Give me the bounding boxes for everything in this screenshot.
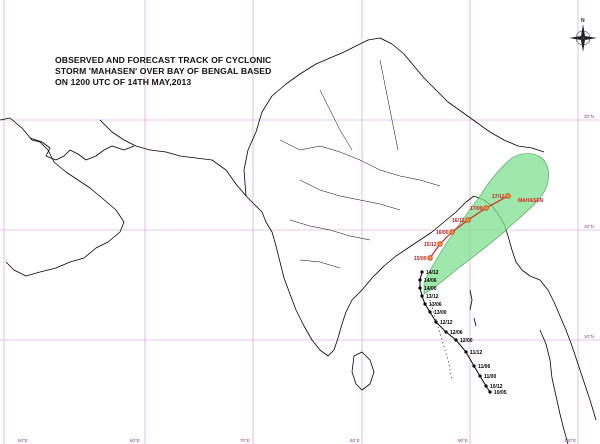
map-title-line: OBSERVED AND FORECAST TRACK OF CYCLONIC — [55, 55, 272, 65]
grid-label: 30°N — [584, 114, 594, 119]
observed-point-label: 10/12 — [490, 384, 503, 390]
persian-gulf-coast — [29, 137, 135, 161]
observed-point — [484, 384, 488, 388]
northern-border — [243, 37, 545, 197]
observed-point — [434, 320, 438, 324]
compass-rose-icon: N — [569, 18, 597, 52]
observed-point — [418, 278, 422, 282]
observed-point — [488, 390, 492, 394]
observed-point-label: 11/06 — [478, 364, 490, 370]
grid-labels-bottom: 50°E 60°E 70°E 80°E 90°E 100°E — [18, 438, 576, 443]
observed-point-label: 13/00 — [434, 310, 447, 316]
grid-label: 100°E — [564, 438, 576, 443]
observed-point-label: 14/06 — [424, 278, 437, 284]
observed-point-label: 12/00 — [460, 338, 473, 344]
forecast-point — [505, 193, 511, 199]
forecast-point-label: 16/12 — [452, 218, 465, 224]
grid-labels-right: 30°N 20°N 10°N — [584, 114, 594, 339]
arabia-coast — [0, 117, 125, 277]
observed-point-label: 12/12 — [440, 320, 453, 326]
observed-point-label: 11/00 — [484, 374, 496, 380]
storm-name-label: MAHASEN — [518, 198, 544, 204]
observed-point — [454, 338, 458, 342]
observed-point-label: 13/12 — [426, 294, 439, 300]
coastlines — [0, 37, 597, 444]
forecast-point-label: 15/00 — [414, 256, 427, 262]
map-title-line: STORM 'MAHASEN' OVER BAY OF BENGAL BASED — [55, 66, 272, 76]
iran-pakistan-coast — [99, 119, 247, 197]
observed-point — [428, 310, 432, 314]
sri-lanka-coast — [351, 351, 375, 391]
observed-point-label: 14/12 — [426, 270, 439, 276]
grid-label: 70°E — [240, 438, 250, 443]
grid-label: 90°E — [458, 438, 468, 443]
grid-label: 20°N — [584, 224, 594, 229]
grid-label: 60°E — [130, 438, 140, 443]
observed-point-label: 13/06 — [429, 302, 442, 308]
forecast-track-line — [429, 195, 509, 259]
map-title: OBSERVED AND FORECAST TRACK OF CYCLONIC … — [55, 55, 295, 88]
forecast-point — [465, 217, 471, 223]
grid-label: 80°E — [350, 438, 360, 443]
forecast-point-label: 17/12 — [492, 194, 505, 200]
grid-label: 10°N — [584, 334, 594, 339]
andaman-islands — [469, 289, 477, 327]
observed-point — [418, 286, 422, 290]
observed-point — [464, 350, 468, 354]
forecast-point-label: 15/12 — [424, 242, 437, 248]
forecast-point — [427, 255, 433, 261]
forecast-point — [437, 241, 443, 247]
observed-point — [420, 294, 424, 298]
malay-coast — [539, 329, 569, 444]
forecast-uncertainty-cone — [423, 153, 549, 295]
forecast-point — [449, 229, 455, 235]
map-title-line: ON 1200 UTC OF 14TH MAY,2013 — [55, 77, 192, 87]
observed-point — [423, 302, 427, 306]
observed-point-label: 10/05 — [494, 390, 507, 396]
forecast-point-label: 17/00 — [470, 206, 483, 212]
forecast-point-label: 16/00 — [436, 230, 449, 236]
observed-point-label: 12/06 — [450, 330, 463, 336]
observed-point-label: 11/12 — [470, 350, 482, 356]
observed-point — [472, 364, 476, 368]
observed-point — [420, 270, 424, 274]
svg-text:N: N — [581, 18, 585, 24]
internal-borders — [279, 59, 441, 269]
observed-point — [444, 330, 448, 334]
observed-point — [478, 374, 482, 378]
india-east-coast — [337, 195, 475, 339]
grid-label: 50°E — [18, 438, 28, 443]
forecast-point — [483, 205, 489, 211]
observed-point-label: 14/00 — [424, 286, 437, 292]
india-west-coast — [245, 195, 339, 357]
